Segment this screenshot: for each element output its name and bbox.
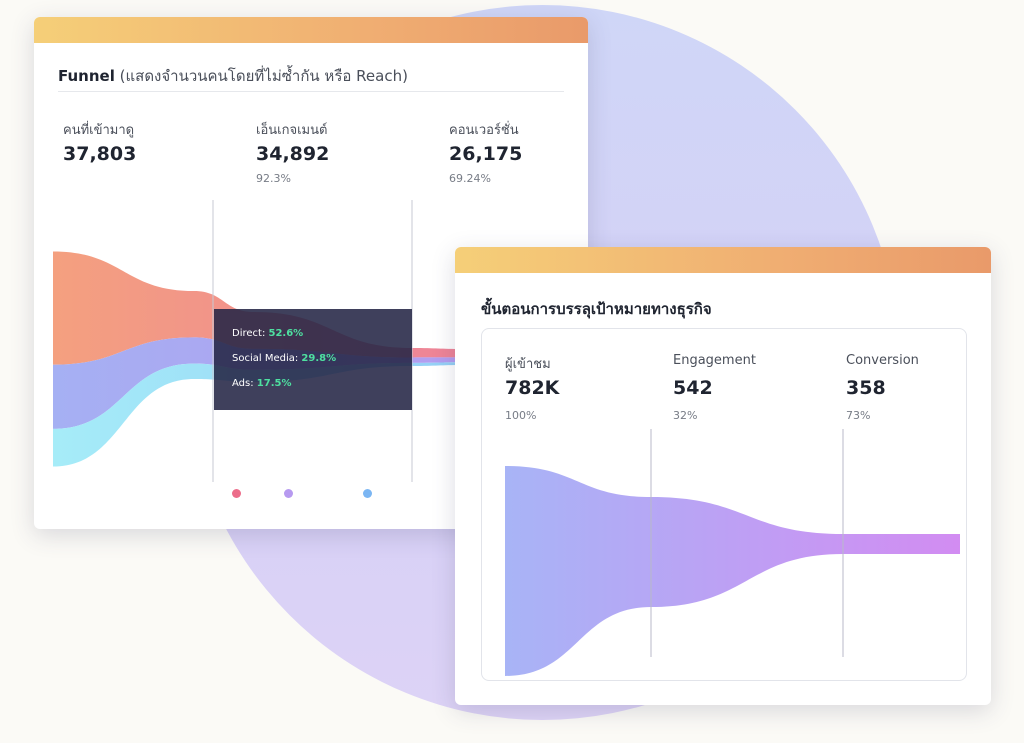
metric-pct-engagement: 92.3% [256, 172, 291, 185]
tooltip-row-social: Social Media: 29.8% [232, 353, 336, 364]
metric-value-engagement: 34,892 [256, 143, 330, 165]
metric-label-visitors: ผู้เข้าชม [505, 357, 551, 372]
card-header-bar [455, 247, 991, 273]
tooltip-value: 29.8% [301, 353, 337, 364]
metric-pct-conversion: 73% [846, 409, 871, 422]
tooltip-row-ads: Ads: 17.5% [232, 378, 291, 389]
metric-label-conversion: คอนเวอร์ชั่น [449, 123, 519, 138]
hover-tooltip: Direct: 52.6% Social Media: 29.8% Ads: 1… [214, 309, 412, 410]
funnel-band-goal [505, 466, 960, 676]
reach-funnel-chart [53, 200, 588, 482]
goal-funnel-card: ขั้นตอนการบรรลุเป้าหมายทางธุรกิจ ผู้เข้า… [455, 247, 991, 705]
card-title-bold: Funnel [58, 67, 115, 85]
metric-label-engagement: Engagement [673, 353, 756, 368]
card-header-bar [34, 17, 588, 43]
tooltip-label: Social Media: [232, 353, 299, 364]
metric-pct-visitors: 100% [505, 409, 537, 422]
funnel-band-direct [53, 251, 588, 365]
metric-label-engagement: เอ็นเกจเมนต์ [256, 123, 328, 138]
metric-value-conversion: 358 [846, 377, 886, 399]
funnel-panel [481, 328, 967, 681]
metric-value-visitors: 37,803 [63, 143, 137, 165]
legend-dot-social[interactable] [284, 489, 293, 498]
funnel-band-social [53, 337, 588, 429]
metric-pct-engagement: 32% [673, 409, 698, 422]
tooltip-row-direct: Direct: 52.6% [232, 328, 303, 339]
card-title: ขั้นตอนการบรรลุเป้าหมายทางธุรกิจ [481, 300, 712, 318]
goal-funnel-chart [505, 429, 960, 676]
metric-label-conversion: Conversion [846, 353, 919, 368]
tooltip-label: Ads: [232, 378, 254, 389]
tooltip-label: Direct: [232, 328, 266, 339]
metric-value-visitors: 782K [505, 377, 560, 399]
metric-value-engagement: 542 [673, 377, 713, 399]
tooltip-value: 52.6% [268, 328, 304, 339]
divider [58, 91, 564, 92]
metric-value-conversion: 26,175 [449, 143, 523, 165]
metric-pct-conversion: 69.24% [449, 172, 491, 185]
tooltip-value: 17.5% [256, 378, 292, 389]
card-title: Funnel (แสดงจำนวนคนโดยที่ไม่ซ้ำกัน หรือ … [58, 64, 408, 88]
legend-dot-ads[interactable] [363, 489, 372, 498]
card-title-subtitle: (แสดงจำนวนคนโดยที่ไม่ซ้ำกัน หรือ Reach) [119, 67, 408, 85]
metric-label-visitors: คนที่เข้ามาดู [63, 123, 135, 138]
legend-dot-direct[interactable] [232, 489, 241, 498]
